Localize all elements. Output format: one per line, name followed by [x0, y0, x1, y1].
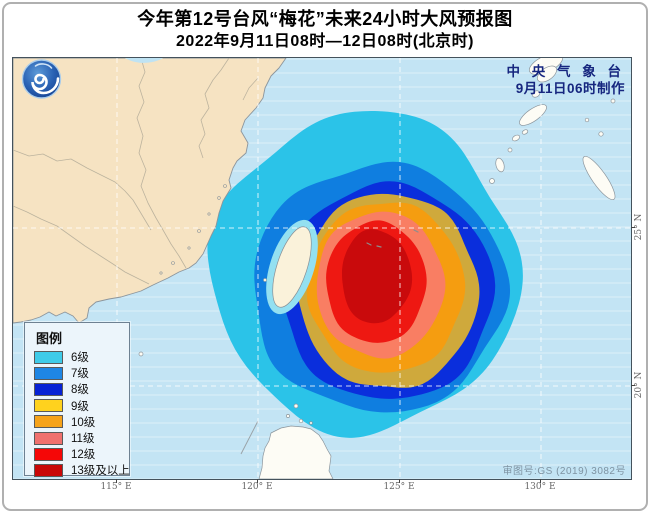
title-line1: 今年第12号台风“梅花”未来24小时大风预报图 — [137, 9, 513, 29]
taiwan-island — [263, 219, 318, 315]
lon-label: 120° E — [241, 482, 273, 492]
province-borders — [13, 58, 259, 285]
legend-swatch — [34, 350, 63, 364]
typhoon-wind-rings — [207, 110, 523, 438]
mainland-china — [13, 58, 287, 324]
title-line2: 2022年9月11日08时—12日08时(北京时) — [176, 33, 474, 50]
legend-title: 图例 — [36, 331, 63, 346]
map-canvas — [13, 58, 631, 479]
legend-label: 11级 — [71, 433, 95, 446]
lon-tick — [540, 479, 541, 483]
hangzhou-bay — [125, 58, 163, 63]
foreign-islands — [138, 58, 616, 479]
legend: 图例 6级 7级 8级 9级 10级 11级 12级 13级及以上 — [24, 322, 130, 479]
legend-item: 10级 — [25, 414, 129, 430]
agency-block: 中 央 气 象 台 9月11日06时制作 — [506, 63, 625, 97]
lon-label: 115° E — [100, 482, 132, 492]
lon-tick — [399, 479, 400, 483]
lon-tick — [116, 479, 117, 483]
legend-label: 7级 — [71, 368, 89, 381]
legend-swatch — [34, 382, 63, 396]
legend-label: 10级 — [71, 416, 96, 429]
agency-issued: 9月11日06时制作 — [515, 81, 625, 96]
legend-item: 12级 — [25, 446, 129, 462]
map-approval-number: 审图号:GS (2019) 3082号 — [502, 466, 626, 477]
legend-item: 11级 — [25, 430, 129, 446]
penghu-islet — [263, 278, 267, 282]
legend-item: 8级 — [25, 381, 129, 397]
legend-label: 9级 — [71, 400, 89, 413]
lat-tick — [631, 227, 635, 228]
legend-label: 8级 — [71, 384, 89, 397]
map-panel: 中 央 气 象 台 9月11日06时制作 图例 6级 7级 8级 9级 10级 11级 12… — [12, 57, 632, 480]
legend-item: 13级及以上 — [25, 462, 130, 478]
legend-label: 6级 — [71, 352, 89, 365]
lat-tick — [631, 385, 635, 386]
legend-item: 9级 — [25, 398, 129, 414]
luzon-island — [258, 425, 334, 479]
legend-swatch — [34, 415, 63, 429]
legend-swatch — [34, 399, 63, 413]
wind-ring-13级及以上 — [341, 229, 413, 324]
legend-items: 6级 7级 8级 9级 10级 11级 12级 13级及以上 — [25, 349, 130, 479]
page-title: 今年第12号台风“梅花”未来24小时大风预报图 2022年9月11日08时—12… — [0, 7, 650, 53]
china-coastline — [13, 58, 287, 324]
lat-label: 25° N — [634, 213, 644, 241]
pratas-islet — [138, 351, 144, 357]
legend-item: 7级 — [25, 365, 129, 381]
legend-label: 13级及以上 — [71, 465, 130, 478]
lon-label: 130° E — [524, 482, 556, 492]
lat-label: 20° N — [634, 371, 644, 399]
cma-logo — [21, 59, 62, 99]
legend-swatch — [34, 463, 63, 477]
legend-item: 6级 — [25, 349, 129, 365]
diaoyu-islets — [366, 229, 419, 248]
boundary-dash — [240, 420, 259, 455]
agency-name: 中 央 气 象 台 — [506, 64, 625, 79]
legend-label: 12级 — [71, 449, 96, 462]
lon-label: 125° E — [383, 482, 415, 492]
coastal-islets — [159, 184, 227, 275]
legend-swatch — [34, 366, 63, 380]
lon-tick — [257, 479, 258, 483]
legend-swatch — [34, 447, 63, 461]
legend-swatch — [34, 431, 63, 445]
taiwan-land — [272, 226, 312, 308]
